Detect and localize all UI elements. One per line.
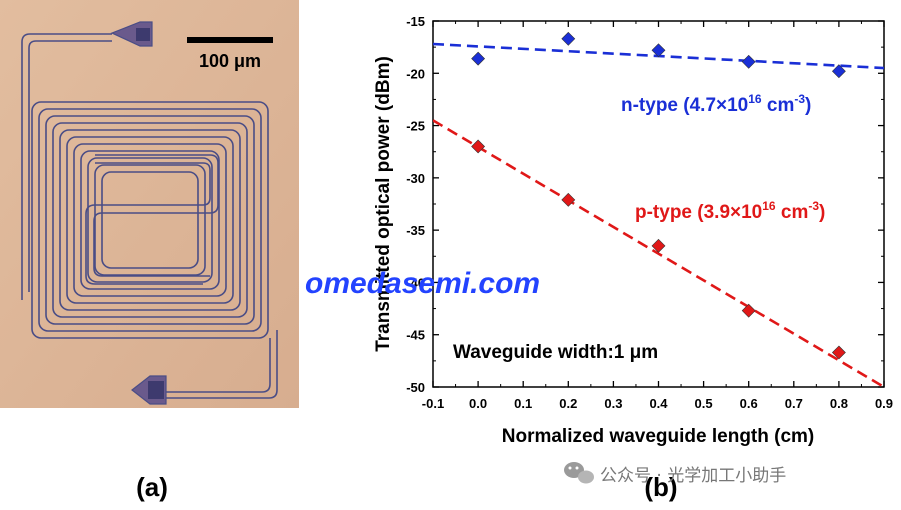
spiral-loop [87, 157, 213, 283]
data-point-p-type [741, 303, 756, 318]
waveguide-lead [21, 33, 112, 300]
wechat-icon [564, 462, 594, 484]
data-point-n-type [471, 51, 486, 66]
data-point-p-type [831, 345, 846, 360]
spiral-loop [31, 101, 269, 339]
grating-coupler-bottom [131, 375, 167, 405]
spiral-loop [80, 150, 220, 290]
y-axis-title: Transmitted optical power (dBm) [373, 56, 394, 352]
spiral-waveguide [21, 33, 278, 399]
fit-line-p-type [433, 119, 884, 387]
x-tick-label: -0.1 [422, 396, 444, 411]
y-tick-label: -20 [406, 66, 425, 81]
x-tick-label: 0.2 [559, 396, 577, 411]
x-axis-title: Normalized waveguide length (cm) [502, 426, 815, 447]
grating-coupler-top [110, 21, 153, 47]
panel-label-a: (a) [136, 472, 168, 502]
wechat-badge: 公众号 · 光学加工小助手 [564, 462, 786, 486]
series-label-p-type: p-type (3.9×1016 cm-3) [635, 199, 825, 223]
data-point-n-type [651, 43, 666, 58]
spiral-center-bend [93, 154, 219, 277]
scale-bar [187, 37, 273, 43]
x-tick-label: 0.0 [469, 396, 487, 411]
y-tick-label: -45 [406, 328, 425, 343]
y-tick-label: -50 [406, 380, 425, 395]
chart: -0.1 0.0 0.1 0.2 0.3 0.4 0.5 0.6 0.7 0.8 0.9 -15 -20… [373, 14, 893, 447]
x-tick-label: 0.7 [785, 396, 803, 411]
spiral-loop [94, 164, 206, 276]
panel-label-b: (b) [644, 472, 677, 502]
data-points [471, 31, 846, 360]
data-point-n-type [831, 64, 846, 79]
x-tick-label: 0.5 [695, 396, 713, 411]
x-tick-label: 0.6 [740, 396, 758, 411]
chart-annotation: Waveguide width:1 μm [453, 342, 658, 363]
spiral-center-bend [85, 162, 211, 285]
spiral-loop [52, 122, 248, 318]
waveguide-lead [166, 330, 278, 399]
micrograph-panel: 100 μm [0, 0, 299, 408]
spiral-loop [66, 136, 234, 304]
y-tick-label: -40 [406, 275, 425, 290]
micrograph-background [0, 0, 299, 408]
data-point-p-type [561, 192, 576, 207]
y-tick-label: -25 [406, 119, 425, 134]
y-tick-label: -35 [406, 223, 425, 238]
x-tick-label: 0.3 [604, 396, 622, 411]
spiral-loop [59, 129, 241, 311]
data-point-n-type [741, 54, 756, 69]
x-tick-label: 0.9 [875, 396, 893, 411]
waveguide-lead [28, 40, 112, 292]
series-label-n-type: n-type (4.7×1016 cm-3) [621, 92, 811, 116]
data-point-n-type [561, 31, 576, 46]
wechat-label: 公众号 · 光学加工小助手 [600, 466, 786, 486]
spiral-loop [101, 171, 199, 269]
waveguide-lead [166, 338, 271, 393]
scale-bar-label: 100 μm [199, 51, 261, 71]
data-point-p-type [471, 139, 486, 154]
x-tick-label: 0.8 [830, 396, 848, 411]
y-tick-label: -15 [406, 14, 425, 29]
axis-ticks: -0.1 0.0 0.1 0.2 0.3 0.4 0.5 0.6 0.7 0.8 0.9 -15 -20… [406, 14, 893, 411]
spiral-loop [73, 143, 227, 297]
watermark: omedasemi.com [305, 267, 540, 300]
y-tick-label: -30 [406, 171, 425, 186]
data-point-p-type [651, 238, 666, 253]
x-tick-label: 0.1 [514, 396, 532, 411]
spiral-loop [45, 115, 255, 325]
x-tick-label: 0.4 [649, 396, 668, 411]
spiral-loop [38, 108, 262, 332]
